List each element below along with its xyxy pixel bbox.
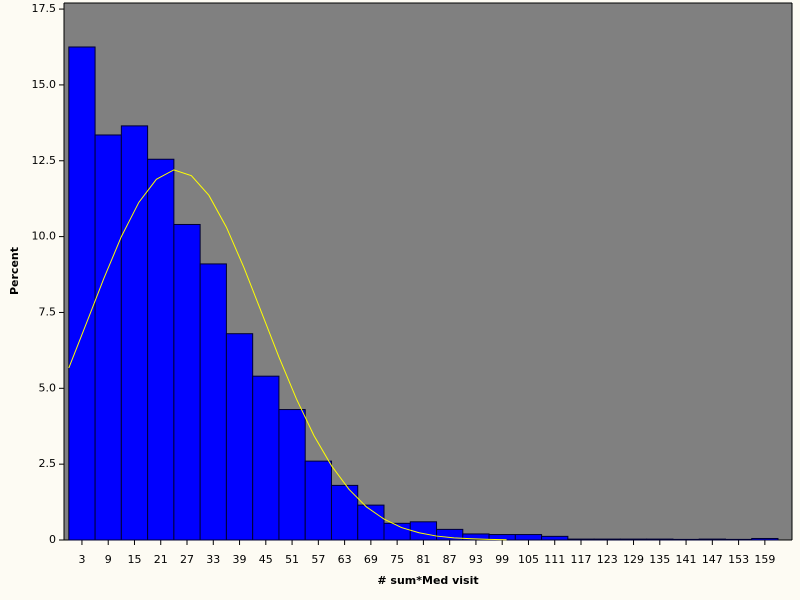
x-tick-label: 21 <box>154 553 168 566</box>
x-tick-label: 75 <box>390 553 404 566</box>
x-tick-label: 99 <box>495 553 509 566</box>
x-tick-label: 81 <box>416 553 430 566</box>
y-tick-label: 5.0 <box>39 381 57 394</box>
bar <box>199 263 227 541</box>
y-tick-label: 15.0 <box>32 78 57 91</box>
bar <box>94 134 122 541</box>
bar <box>593 538 621 541</box>
bar <box>330 484 359 541</box>
x-tick-label: 69 <box>364 553 378 566</box>
x-tick-label: 51 <box>285 553 299 566</box>
x-tick-label: 141 <box>676 553 697 566</box>
bar <box>357 504 385 541</box>
x-tick-label: 135 <box>649 553 670 566</box>
bar <box>147 158 175 541</box>
density-curve <box>68 169 507 541</box>
x-tick-label: 9 <box>105 553 112 566</box>
bar <box>173 223 201 541</box>
y-tick-label: 12.5 <box>32 154 57 167</box>
x-tick-label: 45 <box>259 553 273 566</box>
x-tick-label: 27 <box>180 553 194 566</box>
x-tick-label: 105 <box>518 553 539 566</box>
x-tick-label: 3 <box>78 553 85 566</box>
x-axis-title: # sum*Med visit <box>377 574 478 587</box>
bar <box>225 333 254 541</box>
x-tick-label: 39 <box>233 553 247 566</box>
x-tick-label: 129 <box>623 553 644 566</box>
x-tick-label: 33 <box>206 553 220 566</box>
bar <box>619 538 648 541</box>
x-tick-label: 123 <box>597 553 618 566</box>
bar <box>252 375 280 541</box>
y-axis-title: Percent <box>8 247 21 295</box>
x-tick-label: 93 <box>469 553 483 566</box>
bar <box>120 125 149 541</box>
x-tick-label: 147 <box>702 553 723 566</box>
x-tick-label: 111 <box>544 553 565 566</box>
bar <box>541 535 569 541</box>
y-tick-label: 7.5 <box>39 305 57 318</box>
x-tick-label: 15 <box>127 553 141 566</box>
x-tick-label: 57 <box>311 553 325 566</box>
bar <box>751 537 779 541</box>
y-tick-label: 17.5 <box>32 2 57 15</box>
bar <box>278 409 306 541</box>
bar <box>567 538 595 541</box>
bar <box>698 538 726 541</box>
x-tick-label: 153 <box>728 553 749 566</box>
bar <box>68 46 96 541</box>
x-tick-label: 117 <box>570 553 591 566</box>
bar <box>514 534 543 541</box>
x-tick-label: 63 <box>338 553 352 566</box>
y-tick-label: 2.5 <box>39 457 57 470</box>
bar <box>724 538 753 541</box>
x-tick-label: 87 <box>443 553 457 566</box>
x-tick-label: 159 <box>754 553 775 566</box>
y-tick-label: 0 <box>49 533 56 546</box>
bar <box>304 460 332 541</box>
y-tick-label: 10.0 <box>32 230 57 243</box>
bar <box>646 538 674 541</box>
bar <box>672 538 700 541</box>
